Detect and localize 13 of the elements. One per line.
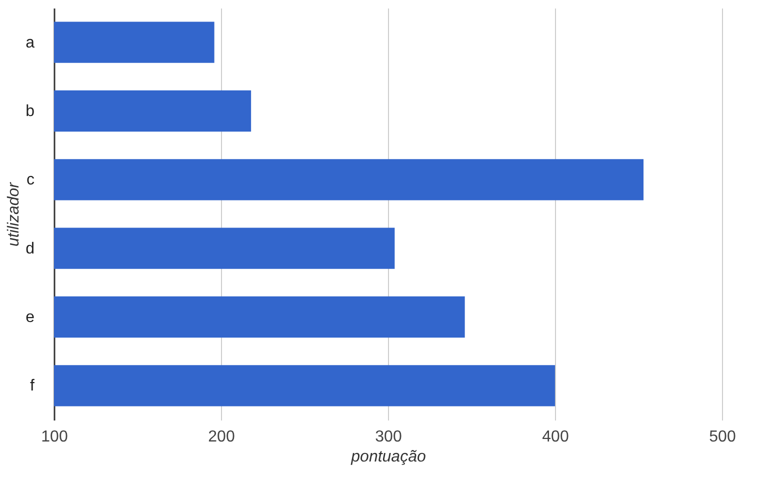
y-tick-label: c bbox=[26, 172, 34, 189]
x-axis-title: pontuação bbox=[350, 448, 426, 466]
y-tick-label: b bbox=[26, 103, 35, 120]
y-tick-label: e bbox=[26, 309, 35, 326]
y-axis-title: utilizador bbox=[6, 182, 23, 247]
y-tick-label: a bbox=[26, 34, 35, 52]
x-tick-label: 200 bbox=[208, 428, 235, 446]
x-tick-label: 400 bbox=[542, 428, 569, 446]
x-tick-label: 500 bbox=[709, 428, 736, 446]
y-tick-label: f bbox=[30, 378, 36, 395]
x-tick-label: 300 bbox=[375, 428, 402, 446]
y-tick-label: d bbox=[26, 240, 34, 258]
x-tick-label: 100 bbox=[41, 428, 68, 446]
